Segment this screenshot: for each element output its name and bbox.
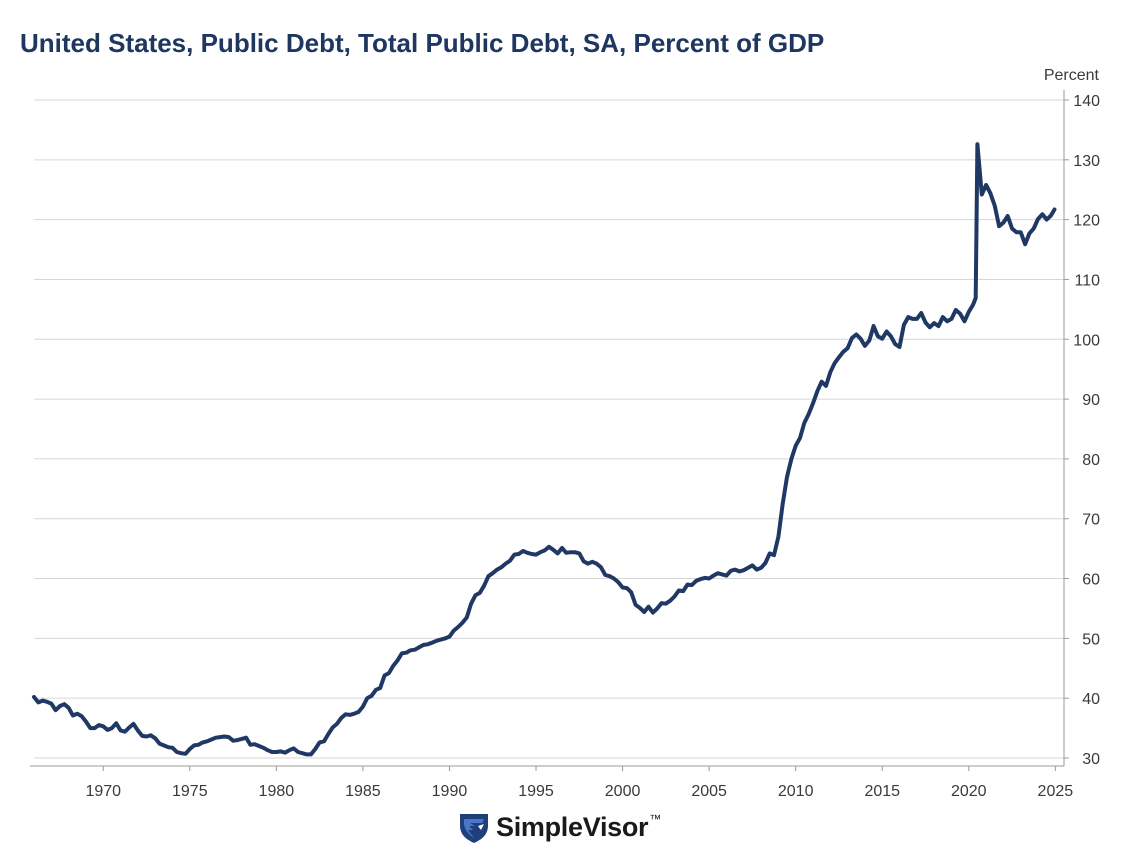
y-tick-label: 60 [1082, 572, 1100, 589]
trademark-mark: ™ [649, 812, 662, 826]
y-tick-label: 130 [1073, 153, 1100, 170]
y-tick-label: 70 [1082, 512, 1100, 529]
y-tick-label: 80 [1082, 452, 1100, 469]
x-tick-label: 2000 [605, 783, 641, 800]
gridlines [34, 99, 1064, 759]
x-tick-label: 2020 [951, 783, 987, 800]
x-tick-label: 2010 [778, 783, 814, 800]
line-chart: Percent 30 40 50 60 70 80 90 100 110 120 130 140 19… [30, 67, 1100, 800]
brand-name: SimpleVisor [496, 811, 649, 842]
axes [30, 90, 1069, 771]
x-tick-label: 1975 [172, 783, 208, 800]
series-line [32, 142, 1057, 757]
series-layer [32, 142, 1057, 757]
y-tick-label: 120 [1073, 213, 1100, 230]
y-tick-labels: 30 40 50 60 70 80 90 100 110 120 130 140 [1073, 93, 1100, 768]
y-tick-label: 110 [1074, 272, 1100, 289]
x-tick-label: 1980 [259, 783, 295, 800]
y-tick-label: 90 [1082, 392, 1100, 409]
x-tick-label: 2025 [1038, 783, 1074, 800]
x-tick-label: 2005 [691, 783, 727, 800]
x-tick-label: 1995 [518, 783, 554, 800]
brand-logo: SimpleVisor ™ [458, 810, 661, 844]
x-tick-label: 1970 [85, 783, 121, 800]
y-tick-label: 50 [1082, 631, 1100, 648]
x-tick-label: 1990 [432, 783, 468, 800]
y-axis-unit-label: Percent [1044, 67, 1100, 84]
y-tick-label: 100 [1073, 332, 1100, 349]
x-tick-label: 2015 [864, 783, 900, 800]
y-tick-label: 140 [1073, 93, 1100, 110]
y-tick-label: 30 [1082, 751, 1100, 768]
x-tick-label: 1985 [345, 783, 381, 800]
x-tick-labels: 1970 1975 1980 1985 1990 1995 2000 2005 2010 2015… [85, 783, 1073, 800]
chart-title: United States, Public Debt, Total Public… [20, 28, 825, 58]
eagle-shield-icon [460, 814, 488, 843]
y-tick-label: 40 [1082, 691, 1100, 708]
